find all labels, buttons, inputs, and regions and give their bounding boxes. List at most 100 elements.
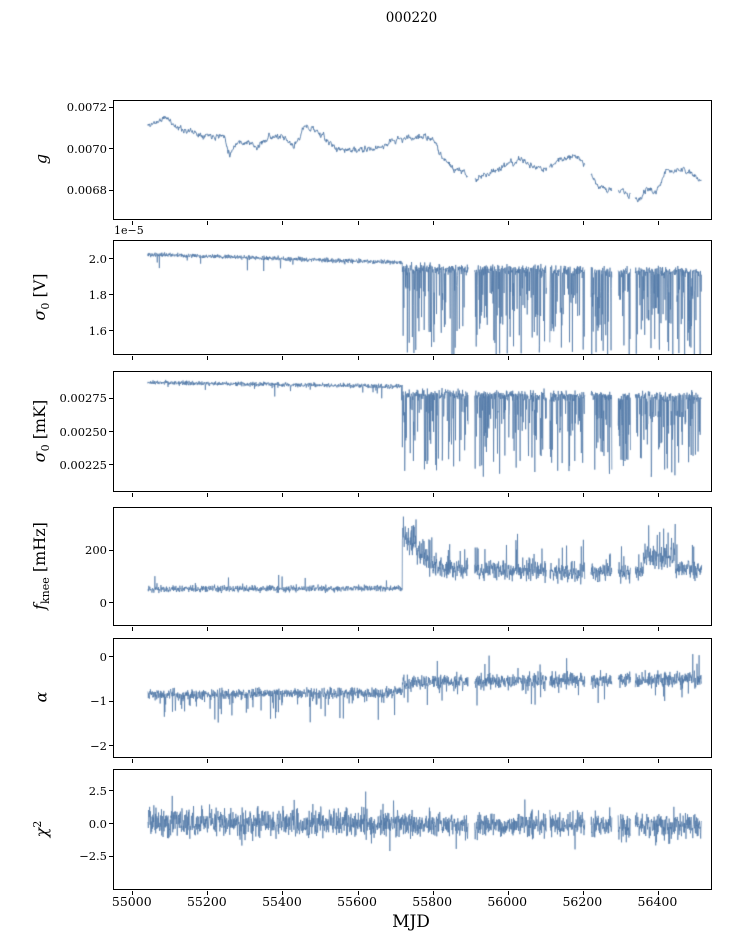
plot-canvas-alpha bbox=[114, 639, 711, 757]
y-axis-label-sigma0-mK: σ0 [mK] bbox=[29, 399, 53, 462]
y-tick bbox=[109, 602, 113, 604]
y-tick-label: −2 bbox=[90, 738, 107, 753]
y-axis-label-f-knee: fknee [mHz] bbox=[29, 521, 53, 610]
x-tick bbox=[132, 759, 134, 763]
y-tick-label: 0.00225 bbox=[59, 457, 107, 472]
x-tick bbox=[582, 627, 584, 631]
y-tick-label: 0 bbox=[99, 595, 107, 610]
x-tick-label: 55600 bbox=[337, 894, 377, 909]
x-tick bbox=[357, 356, 359, 360]
x-tick bbox=[132, 493, 134, 497]
x-tick bbox=[432, 627, 434, 631]
x-tick bbox=[507, 759, 509, 763]
x-tick bbox=[357, 891, 359, 895]
x-tick bbox=[282, 356, 284, 360]
x-tick bbox=[582, 221, 584, 225]
y-tick bbox=[109, 745, 113, 747]
x-tick bbox=[507, 356, 509, 360]
plot-canvas-g bbox=[114, 101, 711, 219]
x-tick bbox=[132, 221, 134, 225]
x-tick bbox=[507, 493, 509, 497]
y-tick-label: 0.00250 bbox=[59, 424, 107, 439]
x-tick bbox=[357, 221, 359, 225]
subplot-f-knee: 0 200 bbox=[85, 507, 712, 631]
x-tick bbox=[657, 891, 659, 895]
y-tick-label: −1 bbox=[90, 694, 107, 709]
x-tick bbox=[657, 493, 659, 497]
y-tick bbox=[109, 258, 113, 260]
y-tick bbox=[109, 464, 113, 466]
x-tick bbox=[132, 891, 134, 895]
chart-title: 000220 bbox=[385, 10, 438, 26]
y-tick-label: −2.5 bbox=[79, 849, 107, 864]
y-tick bbox=[109, 549, 113, 551]
subplot-sigma0-V: 1.6 1.8 2.0 bbox=[89, 240, 712, 360]
plot-canvas-f-knee bbox=[114, 508, 711, 625]
x-tick bbox=[207, 221, 209, 225]
plot-canvas-chi2 bbox=[114, 770, 711, 889]
x-tick bbox=[582, 493, 584, 497]
x-tick-label: 55800 bbox=[412, 894, 453, 909]
x-tick bbox=[207, 627, 209, 631]
x-tick bbox=[582, 759, 584, 763]
y-tick bbox=[109, 431, 113, 432]
subplot-alpha: −2 −1 0 bbox=[90, 638, 712, 763]
y-tick bbox=[109, 106, 113, 108]
axis-offset-text: 1e−5 bbox=[114, 224, 144, 237]
x-tick bbox=[207, 493, 209, 497]
y-tick-label: 0.00275 bbox=[59, 391, 107, 406]
plot-canvas-sigma0-mK bbox=[114, 372, 711, 491]
x-tick bbox=[507, 891, 509, 895]
subplot-chi2: −2.5 0.0 2.5 bbox=[79, 769, 712, 895]
y-tick bbox=[109, 148, 113, 150]
x-tick-label: 55400 bbox=[262, 894, 302, 909]
y-tick-label: 0.0068 bbox=[66, 183, 107, 198]
y-tick bbox=[109, 656, 113, 658]
y-tick bbox=[109, 855, 113, 857]
y-axis-label-alpha: α bbox=[31, 691, 51, 703]
y-tick-label: 1.8 bbox=[88, 287, 107, 302]
x-tick bbox=[282, 493, 284, 497]
x-tick bbox=[432, 493, 434, 497]
x-tick bbox=[132, 627, 134, 631]
x-tick bbox=[507, 627, 509, 631]
x-tick bbox=[657, 627, 659, 631]
y-axis-label-chi2: χ2 bbox=[30, 820, 52, 837]
x-tick bbox=[582, 891, 584, 895]
y-tick bbox=[109, 397, 113, 399]
x-tick bbox=[432, 221, 434, 225]
y-tick bbox=[109, 823, 113, 825]
x-tick bbox=[282, 221, 284, 225]
y-tick-label: 2.0 bbox=[88, 251, 107, 266]
x-tick bbox=[657, 356, 659, 360]
y-tick bbox=[109, 294, 113, 296]
subplot-sigma0-mK: 0.00225 0.00250 0.00275 bbox=[59, 371, 712, 497]
x-tick bbox=[432, 356, 434, 360]
y-tick-label: 0.0072 bbox=[66, 100, 107, 115]
x-tick bbox=[357, 759, 359, 763]
y-tick bbox=[109, 330, 113, 332]
x-tick bbox=[432, 891, 434, 895]
y-tick-label: 200 bbox=[85, 543, 107, 558]
y-tick-label: 0 bbox=[99, 649, 107, 664]
x-tick-label: 56200 bbox=[562, 894, 603, 909]
x-tick bbox=[282, 627, 284, 631]
x-tick-label: 56000 bbox=[487, 894, 528, 909]
y-tick bbox=[109, 700, 113, 702]
y-tick-label: 0.0 bbox=[88, 816, 107, 831]
plot-canvas-sigma0-V bbox=[114, 241, 711, 354]
y-tick-label: 2.5 bbox=[88, 783, 107, 798]
x-axis-label: MJD bbox=[392, 912, 430, 932]
x-tick bbox=[657, 759, 659, 763]
x-tick-label: 55200 bbox=[186, 894, 227, 909]
x-tick-label: 56400 bbox=[637, 894, 678, 909]
x-tick bbox=[282, 759, 284, 763]
x-tick bbox=[207, 356, 209, 360]
y-tick bbox=[109, 189, 113, 191]
x-tick bbox=[132, 356, 134, 360]
x-tick bbox=[507, 221, 509, 225]
x-tick bbox=[282, 891, 284, 895]
x-tick-label: 55000 bbox=[111, 894, 152, 909]
y-axis-label-g: g bbox=[31, 153, 51, 165]
